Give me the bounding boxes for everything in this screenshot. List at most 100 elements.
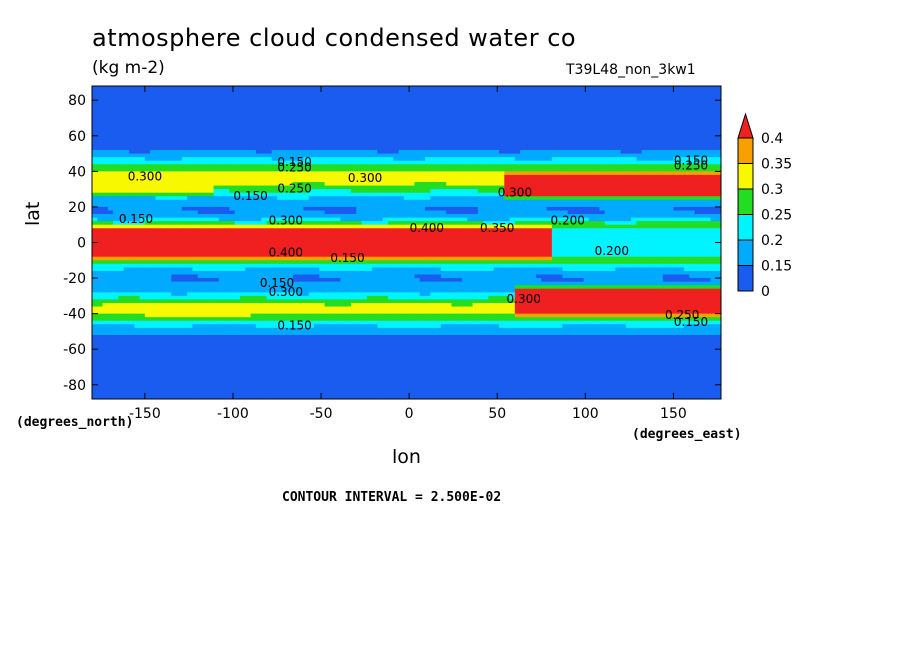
heatmap-cell: [520, 150, 527, 155]
heatmap-cell: [118, 139, 125, 144]
heatmap-cell: [181, 121, 188, 126]
heatmap-cell: [530, 214, 537, 219]
heatmap-cell: [287, 214, 294, 219]
heatmap-cell: [171, 203, 178, 208]
heatmap-cell: [366, 103, 373, 108]
heatmap-cell: [382, 196, 389, 201]
heatmap-cell: [372, 192, 379, 197]
heatmap-cell: [520, 96, 527, 101]
heatmap-cell: [308, 189, 315, 194]
heatmap-cell: [615, 203, 622, 208]
heatmap-cell: [462, 174, 468, 180]
heatmap-cell: [282, 231, 289, 236]
heatmap-cell: [678, 203, 685, 208]
heatmap-cell: [155, 192, 162, 197]
heatmap-cell: [567, 103, 574, 108]
heatmap-cell: [303, 189, 310, 194]
heatmap-cell: [499, 199, 505, 204]
heatmap-cell: [578, 199, 585, 204]
heatmap-cell: [419, 114, 426, 119]
heatmap-cell: [97, 157, 104, 162]
heatmap-cell: [446, 100, 453, 105]
heatmap-cell: [493, 128, 500, 133]
heatmap-cell: [662, 189, 669, 194]
heatmap-cell: [684, 192, 690, 197]
heatmap-cell: [636, 142, 643, 148]
heatmap-cell: [699, 160, 706, 165]
heatmap-cell: [150, 167, 157, 172]
heatmap-cell: [573, 214, 579, 219]
heatmap-cell: [435, 228, 442, 233]
heatmap-cell: [197, 228, 204, 233]
heatmap-cell: [366, 185, 373, 190]
heatmap-cell: [446, 110, 453, 116]
heatmap-cell: [499, 210, 505, 215]
heatmap-cell: [546, 157, 553, 162]
heatmap-cell: [536, 231, 542, 236]
heatmap-cell: [234, 210, 241, 215]
heatmap-cell: [92, 182, 98, 187]
heatmap-cell: [113, 182, 120, 187]
heatmap-cell: [657, 114, 664, 119]
heatmap-cell: [329, 167, 336, 172]
heatmap-cell: [181, 157, 188, 162]
heatmap-cell: [393, 160, 400, 165]
heatmap-cell: [477, 164, 484, 169]
heatmap-cell: [382, 100, 389, 105]
heatmap-cell: [150, 189, 157, 194]
heatmap-cell: [382, 157, 389, 162]
heatmap-cell: [641, 153, 648, 158]
heatmap-cell: [467, 171, 474, 176]
heatmap-cell: [425, 157, 431, 162]
heatmap-cell: [488, 224, 495, 229]
heatmap-cell: [483, 178, 490, 183]
heatmap-cell: [123, 224, 130, 229]
heatmap-cell: [144, 178, 151, 183]
heatmap-cell: [356, 192, 363, 197]
heatmap-cell: [234, 146, 241, 151]
heatmap-cell: [102, 174, 109, 180]
heatmap-cell: [144, 150, 151, 155]
heatmap-cell: [536, 86, 542, 91]
heatmap-cell: [462, 89, 468, 94]
heatmap-cell: [129, 146, 135, 151]
heatmap-cell: [451, 110, 458, 116]
heatmap-cell: [562, 199, 569, 204]
heatmap-cell: [710, 192, 717, 197]
heatmap-cell: [546, 132, 553, 137]
heatmap-cell: [324, 174, 331, 180]
heatmap-cell: [92, 224, 98, 229]
heatmap-cell: [551, 196, 558, 201]
heatmap-cell: [388, 174, 394, 180]
heatmap-cell: [499, 160, 505, 165]
heatmap-cell: [187, 196, 194, 201]
heatmap-cell: [456, 132, 463, 137]
heatmap-cell: [224, 139, 231, 144]
heatmap-cell: [366, 157, 373, 162]
heatmap-cell: [451, 132, 458, 137]
heatmap-cell: [255, 86, 262, 91]
heatmap-cell: [583, 128, 590, 133]
heatmap-cell: [134, 96, 141, 101]
heatmap-cell: [599, 224, 606, 229]
heatmap-cell: [308, 160, 315, 165]
heatmap-cell: [314, 153, 320, 158]
heatmap-cell: [499, 118, 505, 123]
heatmap-cell: [224, 118, 231, 123]
heatmap-cell: [393, 86, 400, 91]
heatmap-cell: [414, 125, 421, 130]
heatmap-cell: [102, 86, 109, 91]
heatmap-cell: [467, 89, 474, 94]
heatmap-cell: [234, 189, 241, 194]
heatmap-cell: [160, 174, 167, 180]
heatmap-cell: [282, 206, 289, 212]
heatmap-cell: [255, 174, 262, 180]
heatmap-cell: [277, 228, 283, 233]
heatmap-cell: [324, 103, 331, 108]
heatmap-cell: [409, 153, 416, 158]
heatmap-cell: [240, 139, 246, 144]
heatmap-cell: [340, 206, 347, 212]
heatmap-cell: [403, 214, 410, 219]
heatmap-cell: [324, 221, 331, 226]
heatmap-cell: [430, 224, 437, 229]
